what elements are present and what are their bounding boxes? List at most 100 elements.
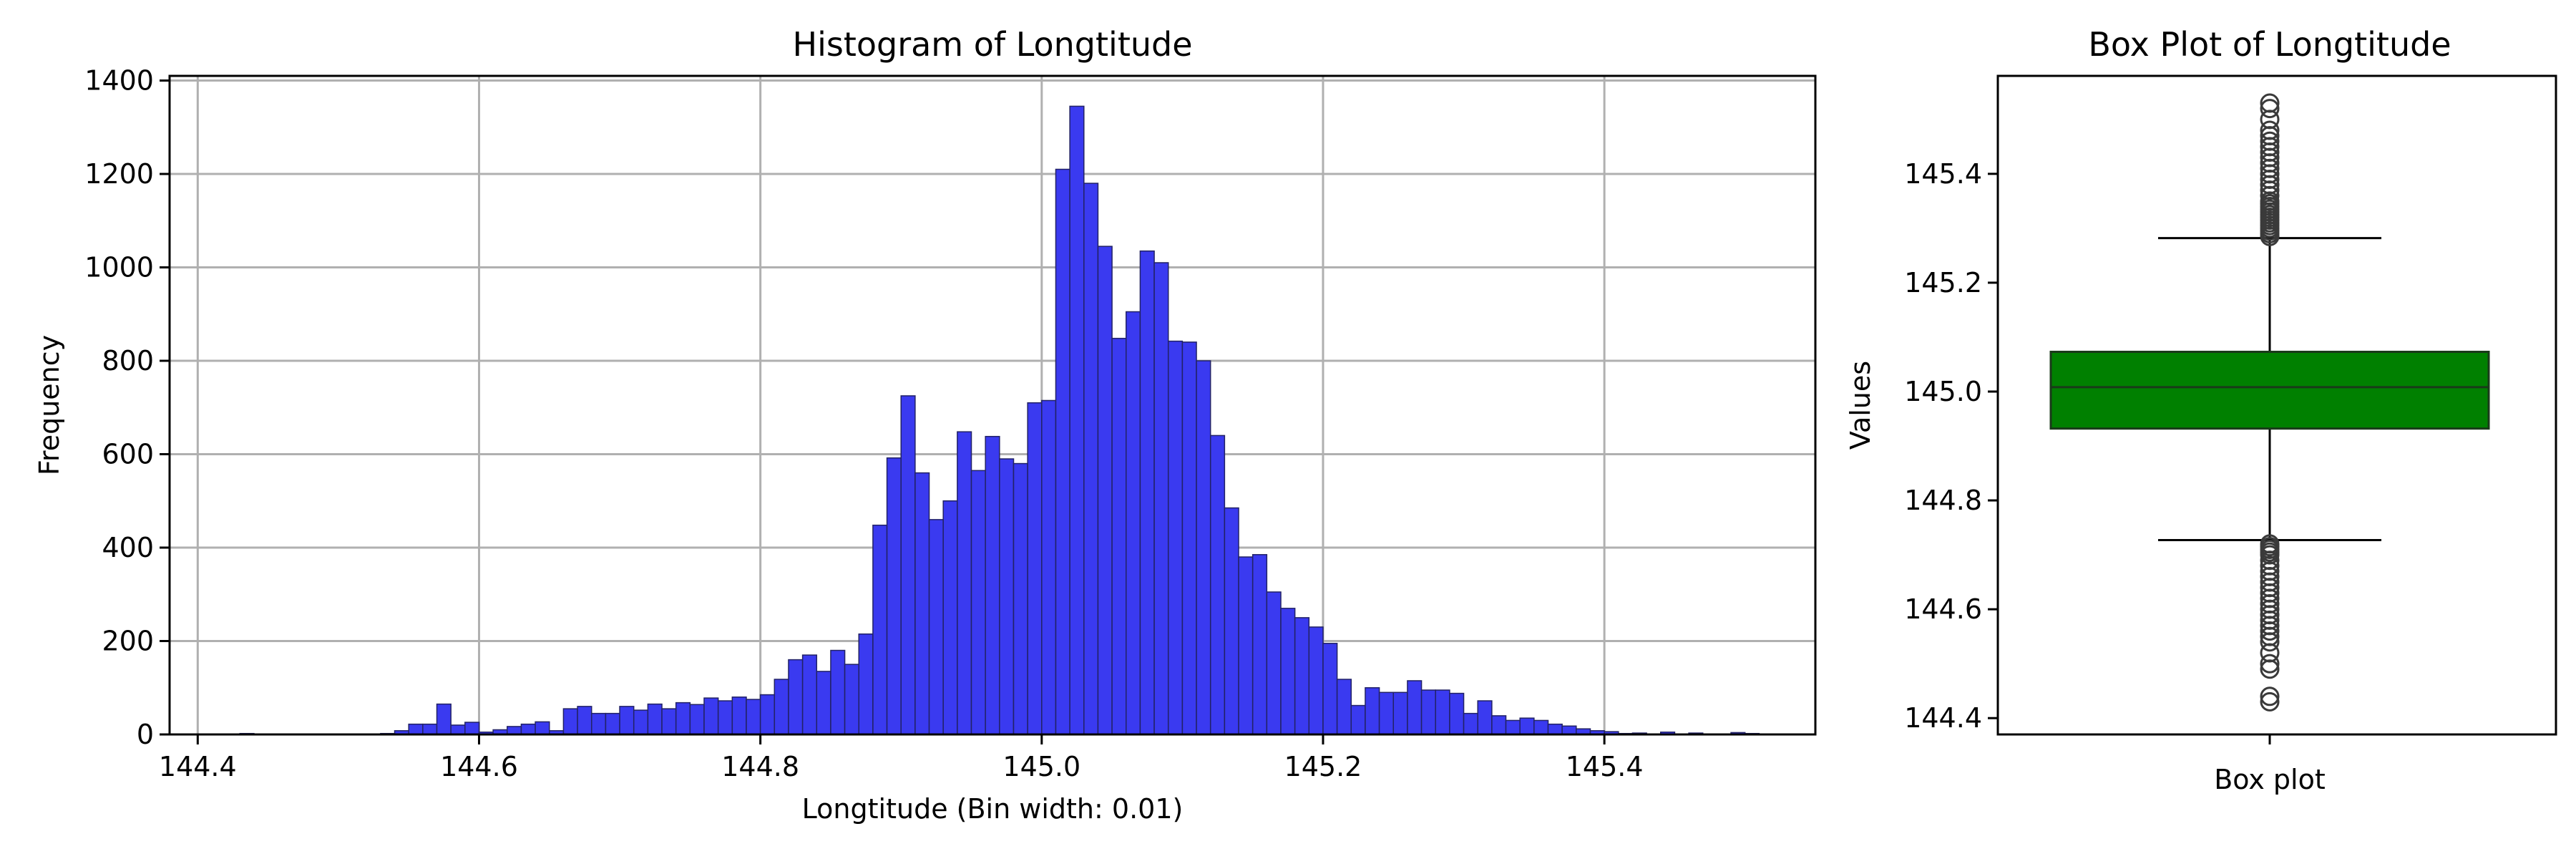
- histogram-bar: [1041, 399, 1057, 735]
- histogram-y-tick-label: 1000: [84, 252, 154, 283]
- histogram-bar: [914, 472, 930, 735]
- histogram-bar: [1336, 679, 1352, 735]
- histogram-bar: [422, 723, 438, 735]
- histogram-bar: [1252, 554, 1268, 735]
- boxplot-box: [2049, 350, 2490, 430]
- histogram-bar: [830, 649, 846, 735]
- boxplot-y-ticks: 144.4 144.6 144.8 145.0 145.2 145.4: [1904, 158, 1998, 734]
- histogram-bar: [1224, 507, 1239, 735]
- boxplot-outlier: [2260, 131, 2280, 151]
- boxplot-outlier: [2260, 120, 2280, 140]
- histogram-bar: [1378, 691, 1395, 735]
- histogram-bar: [703, 697, 719, 735]
- histogram-bar: [1477, 700, 1493, 735]
- histogram-bar: [408, 723, 424, 735]
- histogram-bar: [1111, 337, 1127, 735]
- histogram-bar: [507, 726, 522, 735]
- histogram-bar: [1350, 704, 1366, 735]
- histogram-bar: [1181, 341, 1197, 735]
- histogram-panel: 144.4 144.6 144.8 145.0 145.2 145.4 0 200 400 60…: [34, 25, 1817, 825]
- histogram-y-tick-label: 1400: [84, 65, 154, 97]
- histogram-bar: [999, 458, 1015, 735]
- histogram-bar: [689, 704, 705, 735]
- histogram-bar: [1294, 617, 1310, 735]
- histogram-bar: [1420, 689, 1436, 735]
- histogram-bar: [1055, 168, 1070, 735]
- histogram-y-tick-label: 800: [102, 345, 154, 377]
- histogram-bar: [1266, 591, 1282, 735]
- histogram-bar: [1392, 691, 1408, 735]
- histogram-bar: [900, 395, 916, 735]
- boxplot-y-tick-label: 144.4: [1904, 702, 1982, 734]
- histogram-bar: [1519, 717, 1535, 735]
- histogram-y-tick-label: 1200: [84, 158, 154, 190]
- histogram-bar: [1097, 246, 1113, 735]
- histogram-bar: [1308, 626, 1324, 735]
- boxplot-frame: [1996, 74, 2557, 736]
- histogram-bar: [1139, 250, 1155, 735]
- histogram-bar: [450, 724, 466, 735]
- boxplot-y-tick-label: 144.6: [1904, 593, 1982, 625]
- histogram-bar: [1407, 680, 1423, 735]
- boxplot-y-tick-label: 144.8: [1904, 485, 1982, 516]
- histogram-bar: [535, 721, 550, 735]
- boxplot-outlier: [2260, 632, 2280, 652]
- boxplot-outlier: [2260, 654, 2280, 674]
- histogram-bar: [1533, 719, 1549, 735]
- histogram-bar: [774, 679, 789, 735]
- histogram-y-tick-label: 0: [137, 719, 154, 750]
- histogram-x-tick-label: 144.4: [159, 751, 237, 782]
- histogram-bar: [562, 708, 578, 735]
- histogram-bars: [225, 105, 1788, 735]
- histogram-bar: [464, 722, 480, 735]
- histogram-x-axis-label: Longtitude (Bin width: 0.01): [802, 793, 1184, 825]
- histogram-bar: [1196, 360, 1211, 735]
- histogram-bar: [970, 470, 986, 735]
- histogram-bar: [816, 671, 831, 735]
- histogram-bar: [801, 654, 818, 735]
- histogram-bar: [520, 723, 536, 735]
- boxplot-outlier: [2260, 691, 2280, 712]
- boxplot-title: Box Plot of Longtitude: [2088, 25, 2451, 64]
- histogram-bar: [1027, 402, 1043, 735]
- histogram-x-tick-label: 145.0: [1002, 751, 1080, 782]
- histogram-bar: [844, 664, 859, 735]
- histogram-bar: [1209, 435, 1226, 735]
- histogram-bar: [1561, 725, 1577, 735]
- histogram-bar: [661, 708, 677, 735]
- histogram-bar: [619, 706, 635, 735]
- histogram-bar: [985, 435, 1000, 735]
- histogram-bar: [731, 697, 747, 735]
- histogram-y-ticks: 0 200 400 600 800 1000 1200 1400: [84, 65, 170, 750]
- histogram-x-tick-label: 145.2: [1284, 751, 1362, 782]
- boxplot-x-tick-label: Box plot: [2214, 764, 2326, 795]
- boxplot-outlier: [2260, 686, 2280, 707]
- histogram-y-tick-label: 600: [102, 439, 154, 470]
- boxplot-y-tick-label: 145.0: [1904, 376, 1982, 407]
- histogram-bar: [1491, 715, 1507, 735]
- histogram-x-ticks: 144.4 144.6 144.8 145.0 145.2 145.4: [159, 734, 1644, 782]
- histogram-bar: [1365, 687, 1380, 735]
- histogram-bar: [942, 500, 958, 735]
- boxplot-outlier: [2260, 93, 2280, 113]
- boxplot-body: [2049, 93, 2490, 712]
- histogram-bar: [1167, 340, 1184, 735]
- histogram-bar: [1463, 712, 1478, 735]
- histogram-bar: [746, 699, 761, 735]
- boxplot-outlier: [2260, 621, 2280, 641]
- histogram-bar: [759, 694, 776, 735]
- histogram-title: Histogram of Longtitude: [792, 25, 1192, 64]
- histogram-x-tick-label: 144.6: [440, 751, 518, 782]
- boxplot-y-axis-label: Values: [1845, 361, 1876, 450]
- histogram-bar: [675, 702, 691, 735]
- histogram-bar: [957, 431, 972, 735]
- histogram-bar: [1238, 556, 1254, 735]
- histogram-bar: [858, 633, 874, 735]
- histogram-y-tick-label: 400: [102, 532, 154, 563]
- histogram-bar: [647, 703, 663, 735]
- histogram-frame: [168, 74, 1817, 736]
- histogram-bar: [872, 524, 888, 735]
- histogram-bar: [1069, 105, 1085, 735]
